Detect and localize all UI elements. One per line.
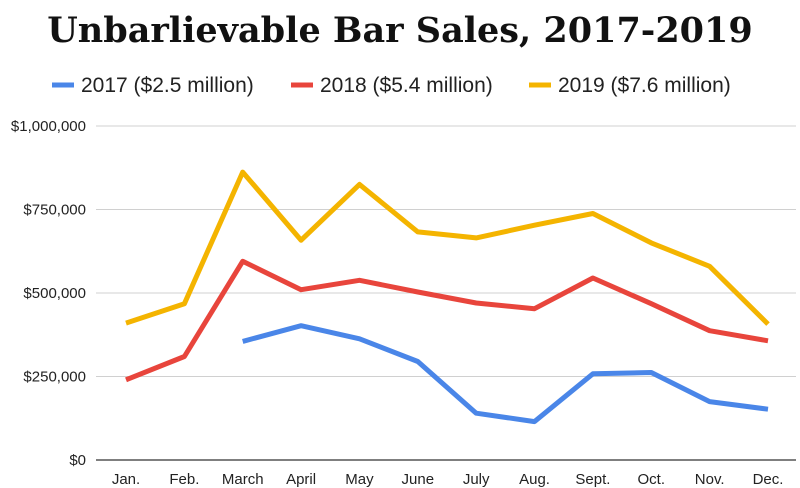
- x-tick-label: Aug.: [519, 471, 550, 488]
- x-tick-label: April: [286, 471, 316, 488]
- y-tick-label: $1,000,000: [11, 118, 86, 135]
- y-tick-label: $0: [69, 452, 86, 469]
- legend-item: 2018 ($5.4 million): [291, 74, 493, 97]
- y-axis: $0 $250,000 $500,000 $750,000 $1,000,000: [11, 118, 86, 469]
- y-tick-label: $750,000: [23, 202, 86, 219]
- x-tick-label: Oct.: [638, 471, 666, 488]
- series-line: [125, 258, 769, 383]
- legend-label: 2017 ($2.5 million): [81, 74, 254, 97]
- legend-item: 2019 ($7.6 million): [529, 74, 731, 97]
- y-tick-label: $500,000: [23, 285, 86, 302]
- x-tick-label: July: [463, 471, 490, 488]
- legend-label: 2018 ($5.4 million): [320, 74, 493, 97]
- x-tick-label: Nov.: [695, 471, 725, 488]
- series-3: [125, 169, 770, 326]
- y-tick-label: $250,000: [23, 369, 86, 386]
- legend-label: 2019 ($7.6 million): [558, 74, 731, 97]
- legend-item: 2017 ($2.5 million): [52, 74, 254, 97]
- series-2: [125, 258, 769, 383]
- x-axis: Jan. Feb. March April May June July Aug. Sept. Oc…: [112, 471, 784, 488]
- x-tick-label: May: [345, 471, 374, 488]
- legend: 2017 ($2.5 million) 2018 ($5.4 million) 20…: [52, 74, 731, 97]
- x-tick-label: Dec.: [753, 471, 784, 488]
- x-tick-label: Sept.: [575, 471, 610, 488]
- x-tick-label: June: [402, 471, 435, 488]
- series-line: [242, 323, 769, 425]
- series-lines: [125, 169, 770, 425]
- x-tick-label: Jan.: [112, 471, 140, 488]
- series-line: [125, 169, 770, 326]
- chart-title: Unbarlievable Bar Sales, 2017-2019: [47, 10, 753, 51]
- x-tick-label: Feb.: [169, 471, 199, 488]
- gridlines: [96, 125, 796, 461]
- series-1: [242, 323, 769, 425]
- x-tick-label: March: [222, 471, 264, 488]
